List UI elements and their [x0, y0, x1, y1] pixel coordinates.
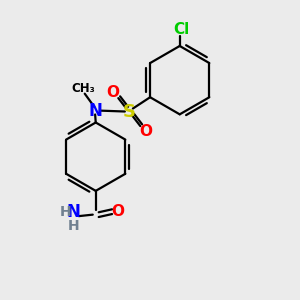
Text: N: N [88, 102, 102, 120]
Text: S: S [123, 103, 136, 121]
Text: H: H [60, 205, 72, 219]
Text: H: H [68, 219, 79, 232]
Text: Cl: Cl [173, 22, 189, 37]
Text: O: O [112, 204, 124, 219]
Text: N: N [67, 203, 80, 221]
Text: O: O [106, 85, 119, 100]
Text: O: O [139, 124, 152, 139]
Text: CH₃: CH₃ [71, 82, 95, 95]
